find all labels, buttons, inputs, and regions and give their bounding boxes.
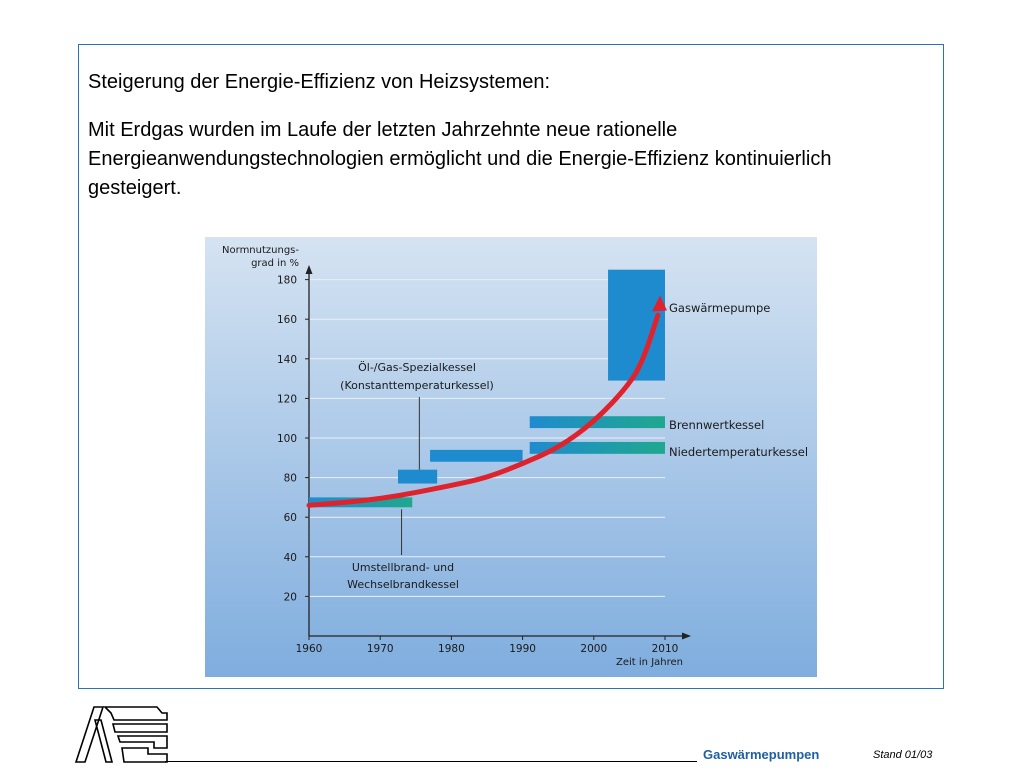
slide-heading: Steigerung der Energie-Effizienz von Hei… [88, 71, 551, 93]
x-axis-title: Zeit in Jahren [616, 657, 683, 668]
y-tick-label: 180 [277, 275, 297, 287]
x-axis-arrow [682, 632, 691, 640]
bar-3 [430, 449, 523, 462]
bar-5 [529, 416, 665, 429]
y-tick-label: 40 [284, 552, 297, 564]
bar-4 [529, 441, 665, 454]
bar-2 [398, 469, 438, 484]
y-axis-title: grad in % [251, 258, 299, 269]
curve-arrowhead [652, 295, 668, 312]
content-frame [78, 44, 944, 689]
y-axis-title: Normnutzungs- [222, 245, 299, 256]
footer-divider [165, 761, 697, 762]
x-tick-label: 2010 [652, 643, 679, 655]
x-tick-label: 2000 [580, 643, 607, 655]
y-tick-label: 160 [277, 314, 297, 326]
company-logo [74, 704, 170, 771]
annotation-label: Öl-/Gas-Spezialkessel [358, 361, 476, 374]
x-tick-label: 1980 [438, 643, 465, 655]
footer-title: Gaswärmepumpen [703, 747, 820, 762]
y-tick-label: 100 [277, 433, 297, 445]
y-tick-label: 140 [277, 354, 297, 366]
x-tick-label: 1970 [367, 643, 394, 655]
series-label: Gaswärmepumpe [669, 301, 770, 315]
y-tick-label: 60 [284, 512, 297, 524]
series-label: Niedertemperaturkessel [669, 445, 808, 459]
y-tick-label: 120 [277, 393, 297, 405]
y-tick-label: 20 [284, 591, 297, 603]
annotation-label: (Konstanttemperaturkessel) [340, 379, 494, 392]
annotation-label: Wechselbrandkessel [347, 578, 459, 591]
annotation-label: Umstellbrand- und [352, 561, 454, 574]
y-tick-label: 80 [284, 473, 297, 485]
series-label: Brennwertkessel [669, 418, 764, 432]
slide-body-text: Mit Erdgas wurden im Laufe der letzten J… [88, 119, 832, 199]
y-axis-arrow [305, 265, 313, 274]
footer-date: Stand 01/03 [873, 749, 933, 761]
efficiency-chart: 20 40 60 80 100 120 140 160 180 1960 1970 1980 1990 2… [205, 237, 817, 677]
chart-svg: 20 40 60 80 100 120 140 160 180 1960 1970 1980 1990 2… [205, 237, 817, 677]
efficiency-curve [306, 312, 661, 508]
x-tick-label: 1960 [296, 643, 323, 655]
x-tick-label: 1990 [509, 643, 536, 655]
